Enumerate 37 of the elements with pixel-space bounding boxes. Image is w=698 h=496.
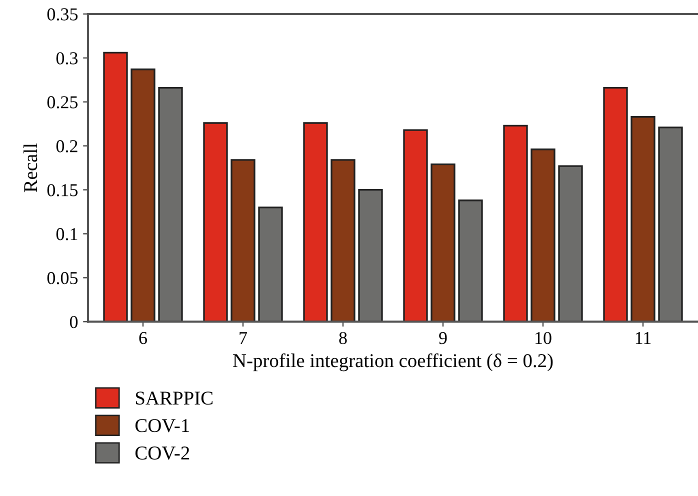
y-tick-label: 0.15 [47, 184, 78, 196]
x-tick-label: 8 [339, 332, 347, 344]
legend-label: SARPPIC [136, 392, 212, 405]
x-tick-label: 10 [536, 332, 552, 344]
bar [658, 126, 683, 322]
bar [430, 164, 456, 322]
bar [258, 206, 283, 322]
bar [330, 159, 356, 322]
x-tick-label: 6 [139, 332, 147, 344]
y-tick-label: 0.25 [47, 96, 78, 108]
y-tick-label: 0.1 [56, 228, 78, 240]
y-tick-label: 0.35 [47, 8, 78, 21]
legend-label: COV-2 [135, 446, 190, 460]
bar [303, 122, 328, 322]
bar [530, 148, 556, 322]
y-tick-label: 0.3 [56, 52, 78, 64]
x-tick-label: 9 [439, 332, 447, 344]
bar [603, 87, 628, 322]
bar [203, 122, 228, 322]
bar [558, 165, 583, 322]
bar [130, 68, 156, 322]
bar [630, 116, 656, 322]
y-tick-label: 0 [70, 316, 78, 328]
x-tick-label: 7 [240, 332, 247, 344]
y-axis-title: Recall [23, 143, 38, 192]
legend-label: COV-1 [135, 419, 189, 432]
bar [158, 87, 183, 322]
bar [103, 52, 128, 322]
bar [230, 159, 256, 322]
bar [503, 124, 528, 322]
bar [403, 129, 428, 322]
x-axis-title: N-profile integration coefficient (δ = 0.2) [233, 353, 553, 372]
bar [358, 188, 383, 322]
x-tick-label: 11 [636, 332, 651, 344]
y-tick-label: 0.05 [47, 272, 78, 284]
bar [458, 200, 483, 322]
y-tick-label: 0.2 [56, 140, 78, 152]
